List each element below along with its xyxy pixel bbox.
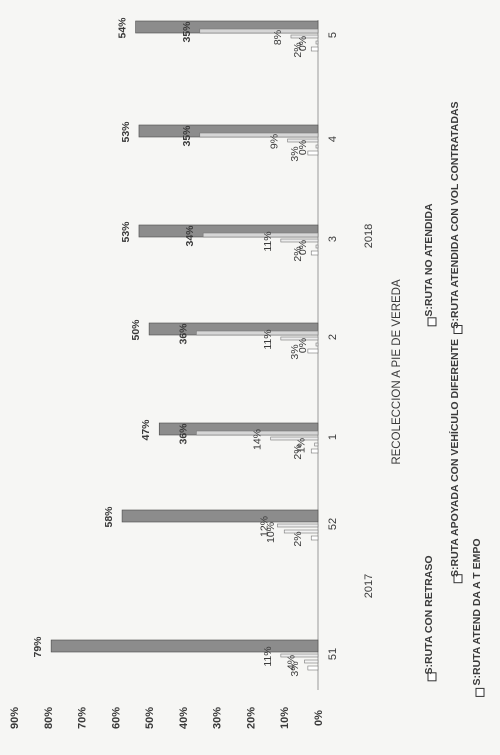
data-label: 2% bbox=[292, 42, 304, 57]
data-label: 2% bbox=[292, 531, 304, 546]
data-label: 54% bbox=[117, 17, 129, 39]
legend-swatch bbox=[427, 672, 437, 682]
data-label: 3% bbox=[289, 344, 301, 359]
legend-item: S:RUTA CON RETRASO bbox=[423, 556, 435, 675]
data-label: 9% bbox=[269, 134, 281, 149]
bar-area: 79% 11% 4%3%58% 12%10% 2%47% 36% 14% 1%2%50% 36%… bbox=[32, 17, 319, 677]
data-label: 2% bbox=[292, 246, 304, 261]
bar bbox=[280, 336, 319, 341]
bar bbox=[202, 232, 319, 238]
bar bbox=[315, 342, 319, 347]
data-label: 36% bbox=[177, 323, 189, 345]
data-label: 0% bbox=[297, 36, 309, 51]
category-label: 2 bbox=[327, 334, 339, 340]
year-label: 2018 bbox=[363, 224, 375, 248]
y-tick-label: 60% bbox=[110, 707, 122, 729]
data-label: 12% bbox=[258, 516, 270, 537]
y-tick-label: 0% bbox=[313, 710, 325, 726]
data-label: 47% bbox=[140, 419, 152, 441]
y-tick-label: 70% bbox=[77, 707, 89, 729]
bar bbox=[283, 529, 319, 534]
legend: RECOLECCION A PIE DE VEREDA S:RUTA CON RE… bbox=[391, 101, 485, 697]
y-axis: 0% 10% 20% 30% 40% 50% 60% 70% 80% 90% bbox=[9, 707, 325, 729]
legend-item: S:RUTA ATENDIDA CON VOL CONTRATADAS bbox=[449, 101, 461, 328]
bar bbox=[280, 238, 319, 243]
bar bbox=[307, 348, 319, 354]
category-label: 3 bbox=[327, 236, 339, 242]
x-axis: 51 52 1 2 3 4 5 2017 2018 bbox=[327, 32, 375, 660]
y-tick-label: 10% bbox=[279, 707, 291, 729]
legend-item: S:RUTA ATEND DA A T EMPO bbox=[471, 539, 483, 686]
chart-title: RECOLECCION A PIE DE VEREDA bbox=[391, 279, 403, 465]
bar bbox=[304, 659, 319, 664]
data-label: 0% bbox=[297, 338, 309, 353]
bar bbox=[199, 132, 319, 138]
legend-item: S:RUTA NO ATENDIDA bbox=[423, 203, 435, 317]
data-label: 0% bbox=[297, 240, 309, 255]
bar bbox=[196, 430, 319, 436]
bar bbox=[315, 144, 319, 149]
data-label: 58% bbox=[103, 506, 115, 528]
bar bbox=[270, 436, 319, 441]
data-label: 36% bbox=[177, 423, 189, 445]
data-label: 50% bbox=[130, 319, 142, 341]
y-tick-label: 30% bbox=[212, 707, 224, 729]
bar bbox=[315, 40, 319, 45]
legend-swatch bbox=[453, 574, 463, 584]
data-label: 79% bbox=[32, 636, 44, 658]
data-label: 3% bbox=[289, 661, 301, 676]
data-label: 35% bbox=[181, 125, 193, 147]
data-label: 11% bbox=[262, 329, 274, 349]
bar bbox=[307, 150, 319, 156]
legend-swatch bbox=[427, 317, 437, 327]
year-label: 2017 bbox=[363, 574, 375, 598]
bar bbox=[307, 665, 319, 671]
y-tick-label: 20% bbox=[245, 707, 257, 729]
data-label: 8% bbox=[272, 30, 284, 45]
data-label: 2% bbox=[292, 444, 304, 459]
bar bbox=[280, 653, 319, 658]
data-label: 14% bbox=[252, 429, 264, 450]
bar bbox=[315, 244, 319, 249]
data-label: 1% bbox=[296, 438, 308, 453]
data-label: 35% bbox=[181, 21, 193, 43]
bar bbox=[287, 138, 319, 143]
category-label: 5 bbox=[327, 32, 339, 38]
legend-item: S:RUTA APOYADA CON VEHÍCULO DIFERENTE bbox=[448, 339, 461, 577]
data-label: 53% bbox=[120, 221, 132, 243]
data-label: 34% bbox=[184, 225, 196, 247]
bar bbox=[310, 535, 319, 541]
data-label: 0% bbox=[297, 140, 309, 155]
data-label: 53% bbox=[120, 121, 132, 143]
bar bbox=[310, 250, 319, 256]
y-tick-label: 90% bbox=[9, 707, 21, 729]
category-label: 52 bbox=[327, 518, 339, 530]
data-label: 4% bbox=[285, 655, 297, 670]
y-tick-label: 50% bbox=[144, 707, 156, 729]
data-label: 11% bbox=[262, 231, 274, 251]
legend-swatch bbox=[453, 325, 463, 334]
category-label: 1 bbox=[327, 434, 339, 440]
bar bbox=[277, 523, 319, 528]
bar bbox=[314, 442, 319, 447]
bar bbox=[50, 639, 319, 653]
legend-swatch bbox=[475, 687, 485, 697]
bar bbox=[199, 28, 319, 34]
y-tick-label: 40% bbox=[178, 707, 190, 729]
data-label: 3% bbox=[289, 146, 301, 161]
bar bbox=[121, 509, 319, 523]
category-label: 4 bbox=[327, 136, 339, 142]
category-label: 51 bbox=[327, 648, 339, 660]
bar bbox=[196, 330, 319, 336]
data-label: 10% bbox=[265, 522, 277, 543]
bar bbox=[310, 448, 319, 454]
y-tick-label: 80% bbox=[43, 707, 55, 729]
data-label: 11% bbox=[262, 646, 274, 666]
bar bbox=[290, 34, 319, 39]
bar bbox=[310, 46, 319, 52]
